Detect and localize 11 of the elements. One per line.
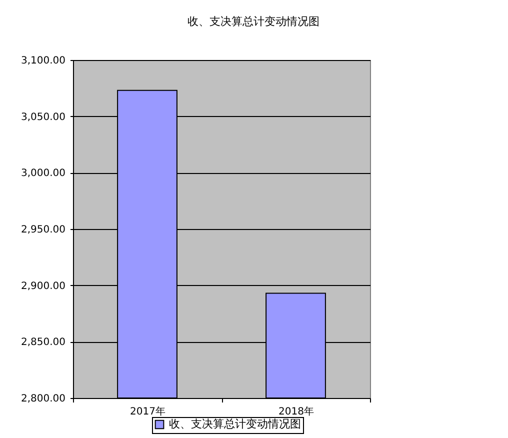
legend-label: 收、支决算总计变动情况图 bbox=[169, 418, 301, 430]
x-tick-label: 2018年 bbox=[278, 406, 314, 418]
y-tick-label: 3,000.00 bbox=[20, 168, 66, 180]
y-tick-label: 3,050.00 bbox=[20, 112, 66, 123]
chart-title: 收、支决算总计变动情况图 bbox=[188, 15, 320, 28]
x-tick-label: 2017年 bbox=[130, 406, 166, 418]
y-tick-label: 2,900.00 bbox=[20, 280, 66, 292]
y-tick-label: 2,950.00 bbox=[20, 224, 66, 236]
y-tick-label: 2,850.00 bbox=[20, 337, 66, 348]
y-tick-label: 3,100.00 bbox=[20, 56, 66, 66]
y-tick-label: 2,800.00 bbox=[20, 394, 66, 404]
